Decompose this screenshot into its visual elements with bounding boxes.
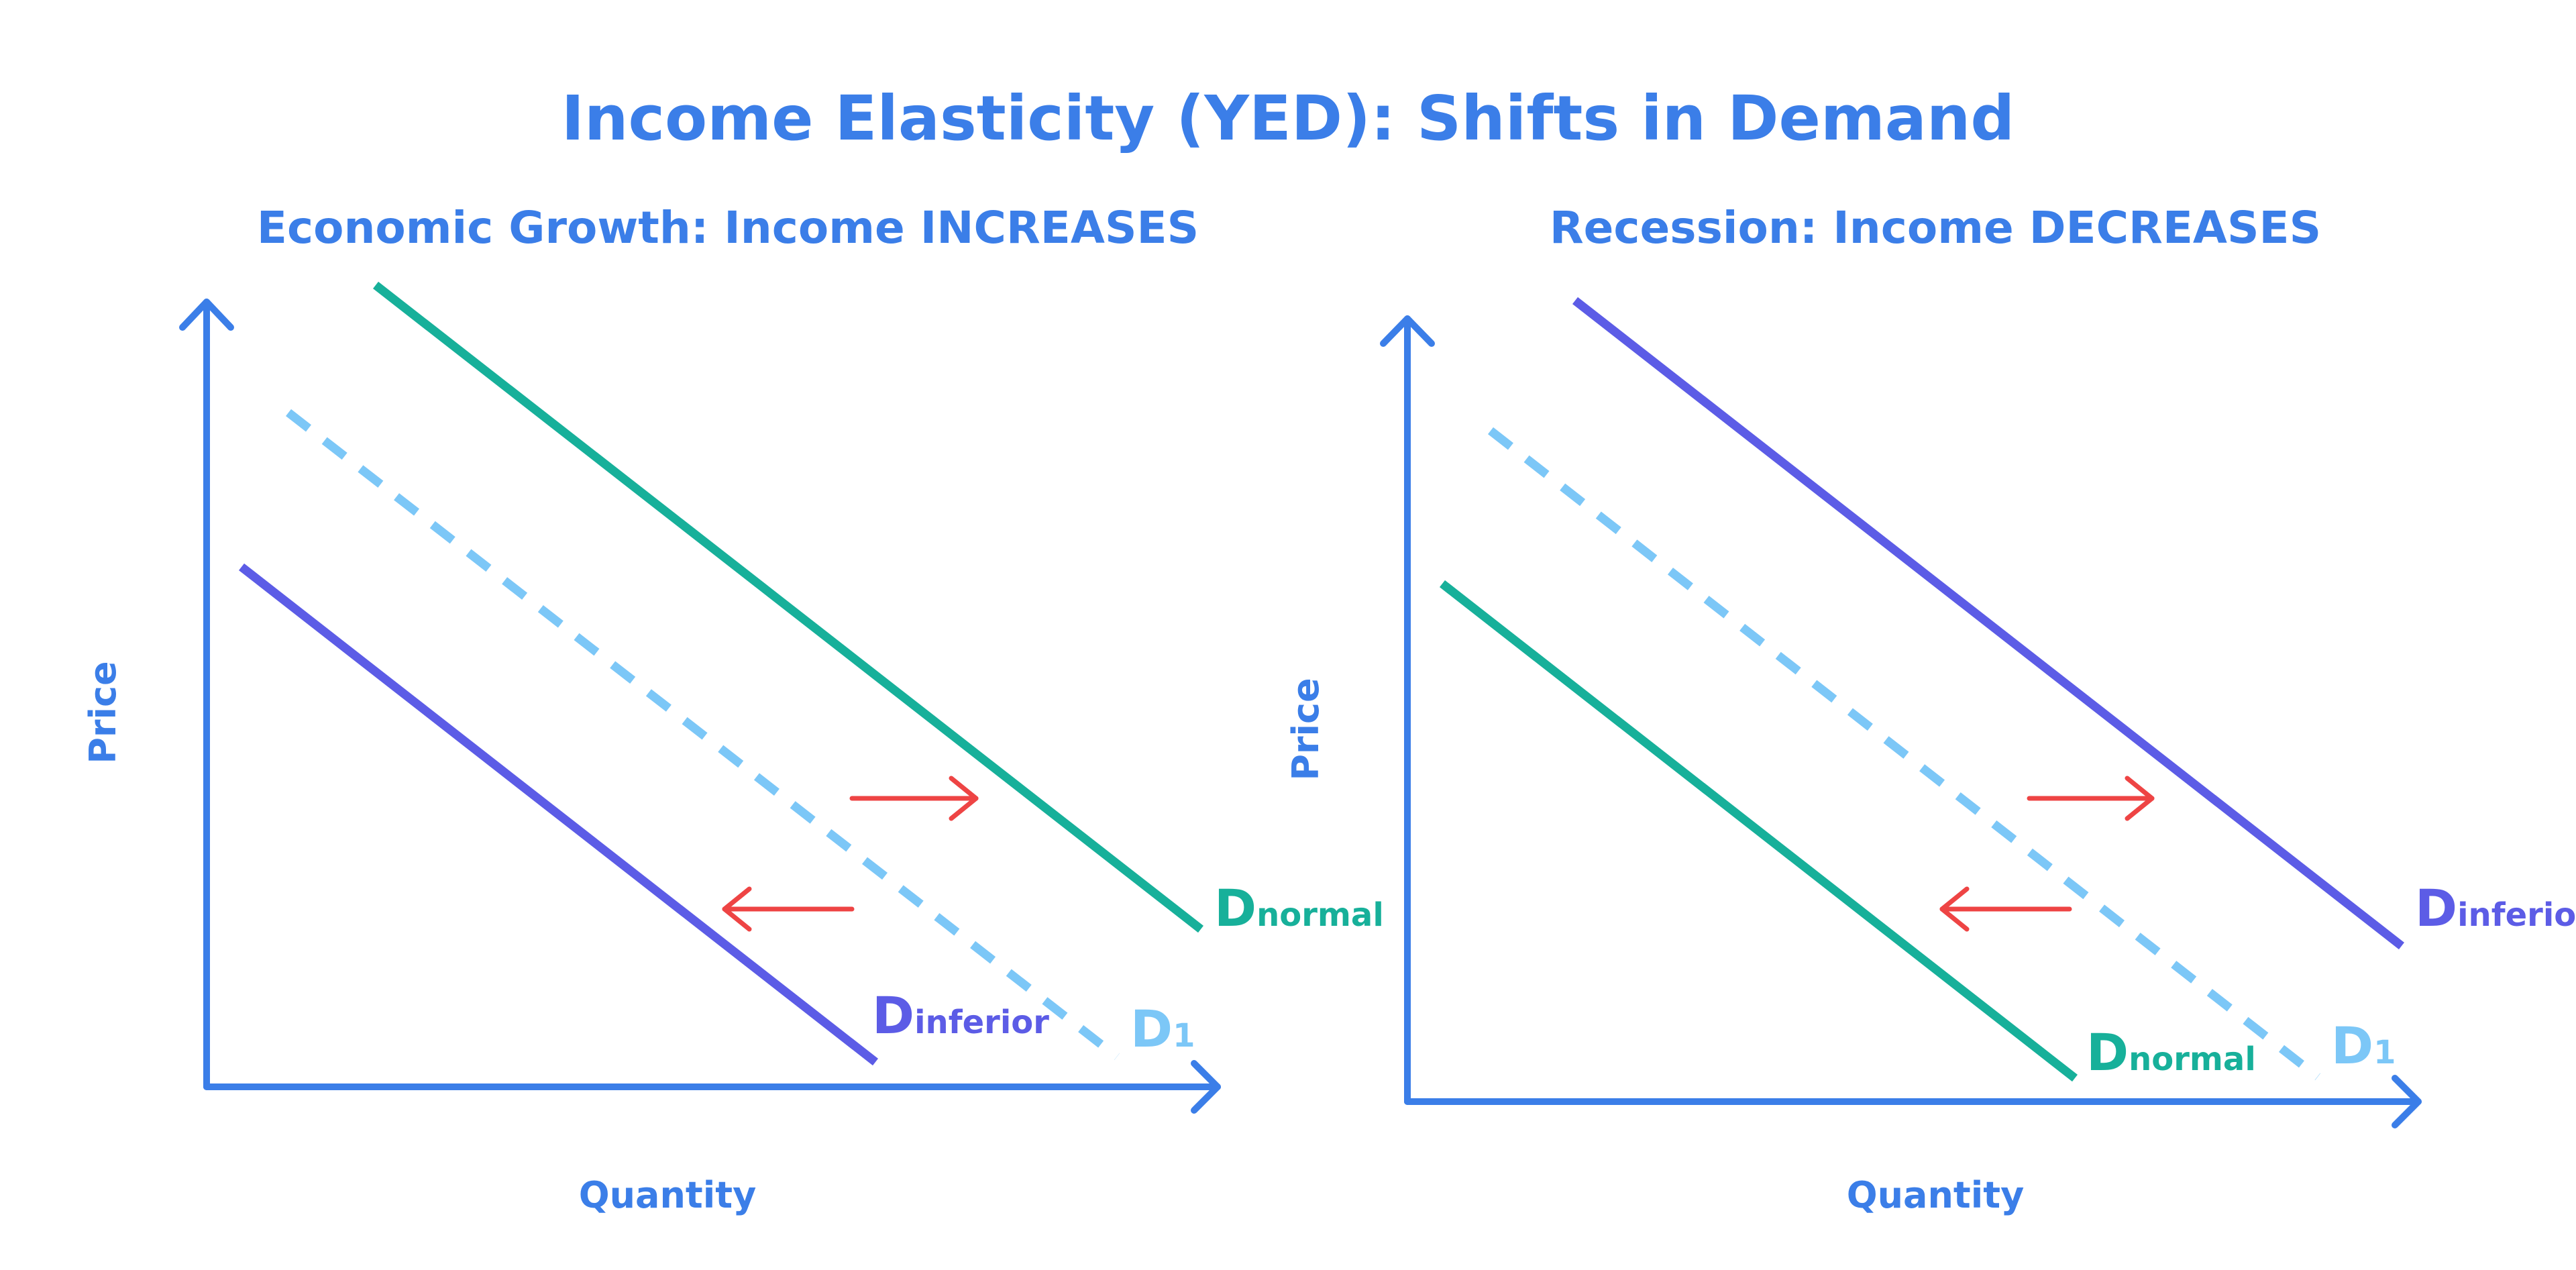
y-axis-arrowhead [1380,315,1435,347]
curve-label-inferior: Dinferior [872,986,1049,1045]
curve-label-original: D1 [1130,999,1195,1059]
shift-arrow-right [849,776,979,821]
x-axis-label: Quantity [1847,1174,2025,1216]
x-axis-arrowhead [2392,1075,2422,1128]
x-axis-arrowhead [1191,1060,1221,1114]
demand-curve-original [286,409,1120,1061]
curve-label-normal: Dnormal [2086,1022,2256,1082]
demand-curve-normal [1439,580,2078,1082]
curve-label-normal: Dnormal [1214,878,1384,938]
panel-subtitle: Economic Growth: Income INCREASES [257,202,1199,254]
x-axis-label: Quantity [579,1174,757,1216]
demand-curve-inferior [238,563,879,1066]
demand-curve-inferior [1572,297,2405,950]
y-axis-label: Price [82,661,124,763]
panel-recession: Recession: Income DECREASES Price Quanti… [1285,202,2576,1216]
axes [1380,315,2422,1128]
panel-economic-growth: Economic Growth: Income INCREASES Price … [82,202,1384,1216]
demand-curve-normal [373,281,1203,933]
shift-arrow-left [1939,886,2072,932]
shift-arrow-right [2027,776,2155,821]
curve-label-original: D1 [2331,1016,2396,1075]
y-axis-arrowhead [179,299,234,331]
diagram-title: Income Elasticity (YED): Shifts in Deman… [561,83,2015,154]
panel-subtitle: Recession: Income DECREASES [1550,202,2321,254]
shift-arrow-left [722,886,855,932]
y-axis-label: Price [1285,678,1327,780]
axes [179,299,1221,1114]
curve-label-inferior: Dinferior [2415,878,2576,938]
demand-curve-original [1487,427,2321,1081]
